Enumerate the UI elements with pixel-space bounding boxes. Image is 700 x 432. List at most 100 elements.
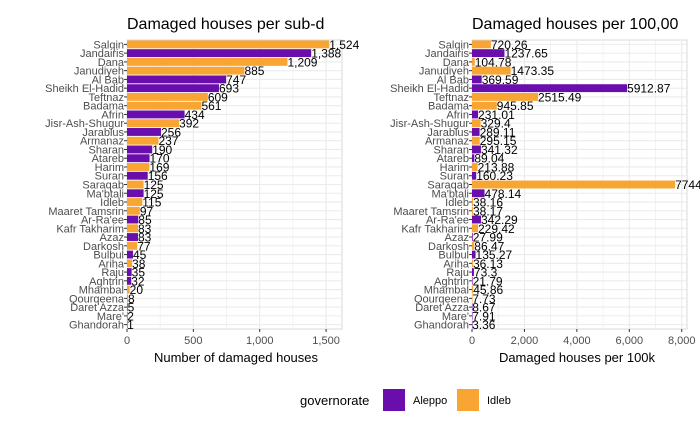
- category-label: Jandairis: [425, 48, 470, 60]
- category-label: Daret Azza: [70, 302, 125, 314]
- data-label: 83: [138, 222, 152, 236]
- chart-title-left: Damaged houses per sub-d: [127, 16, 324, 33]
- x-tick-label: 6,000: [616, 335, 644, 347]
- bar: [127, 49, 312, 58]
- bar: [472, 101, 497, 110]
- bar: [127, 75, 227, 84]
- category-label: Ar-Ra'ee: [81, 215, 124, 227]
- x-tick-label: 0: [124, 335, 130, 347]
- bar: [472, 276, 473, 285]
- data-label: 885: [244, 64, 264, 78]
- data-label: 45.86: [473, 283, 503, 297]
- bar: [472, 294, 473, 303]
- data-label: 169: [149, 160, 169, 174]
- bar: [127, 224, 139, 233]
- data-label: 7.91: [472, 309, 496, 323]
- data-label: 27.99: [473, 231, 503, 245]
- bar: [472, 268, 474, 277]
- category-label: Ar-Ra'ee: [426, 215, 469, 227]
- legend: governorate Aleppo Idleb: [300, 389, 511, 411]
- category-label: Al Bab: [92, 74, 124, 86]
- bar: [472, 241, 475, 250]
- data-label: 342.29: [481, 213, 518, 227]
- data-label: 97: [140, 204, 154, 218]
- data-label: 5912.87: [627, 82, 671, 96]
- x-tick-label: 0: [469, 335, 475, 347]
- bar: [127, 276, 132, 285]
- bar: [127, 311, 128, 320]
- bar: [472, 311, 473, 320]
- data-label: 135.27: [476, 248, 513, 262]
- data-label: 1,524: [329, 38, 359, 52]
- data-label: 7744.73: [675, 178, 700, 192]
- bar: [127, 66, 245, 75]
- category-label: Al Bab: [437, 74, 469, 86]
- category-label: Teftnaz: [89, 92, 124, 104]
- category-label: Teftnaz: [434, 92, 469, 104]
- x-axis-title-right: Damaged houses per 100k: [499, 350, 656, 365]
- bar: [127, 171, 148, 180]
- category-label: Badama: [83, 101, 125, 113]
- data-label: 561: [201, 99, 221, 113]
- bar: [472, 259, 473, 268]
- category-label: Qourqeena: [414, 293, 470, 305]
- category-label: Armanaz: [425, 136, 469, 148]
- category-label: Aghtrin: [89, 276, 124, 288]
- category-label: Salqin: [438, 39, 469, 51]
- bar: [472, 206, 474, 215]
- bar: [472, 66, 511, 75]
- category-label: Mare': [97, 311, 124, 323]
- chart-title-right: Damaged houses per 100,00: [472, 16, 678, 33]
- category-label: Daret Azza: [415, 302, 470, 314]
- bar: [472, 49, 505, 58]
- bar: [472, 303, 473, 312]
- category-label: Aghtrin: [434, 276, 469, 288]
- bar: [127, 136, 159, 145]
- bar: [472, 84, 628, 93]
- category-label: Darkosh: [428, 241, 469, 253]
- category-label: Ma'btali: [431, 188, 469, 200]
- data-label: 104.78: [475, 55, 512, 69]
- data-label: 190: [152, 143, 172, 157]
- bar: [472, 136, 480, 145]
- category-label: Jisr-Ash-Shugur: [390, 118, 469, 130]
- category-label: Afrin: [446, 109, 469, 121]
- x-tick-label: 8,000: [668, 335, 696, 347]
- category-label: Dana: [98, 57, 125, 69]
- category-label: Mare': [442, 311, 469, 323]
- bar: [472, 154, 475, 163]
- data-label: 720.26: [491, 38, 528, 52]
- data-label: 693: [219, 82, 239, 96]
- x-tick-label: 4,000: [563, 335, 591, 347]
- category-label: Jisr-Ash-Shugur: [45, 118, 124, 130]
- category-label: Idleb: [100, 197, 124, 209]
- category-label: Maaret Tamsrin: [48, 206, 124, 218]
- category-label: Qourqeena: [69, 293, 125, 305]
- category-label: Raju: [101, 267, 124, 279]
- x-tick-label: 2,000: [511, 335, 539, 347]
- data-label: 747: [226, 73, 246, 87]
- data-label: 170: [150, 152, 170, 166]
- category-label: Saraqab: [82, 180, 124, 192]
- bar: [127, 294, 129, 303]
- bar: [127, 198, 143, 206]
- data-label: 156: [148, 169, 168, 183]
- category-label: Azaz: [445, 232, 469, 244]
- bar: [127, 40, 330, 49]
- x-tick-label: 1,000: [246, 335, 274, 347]
- data-label: 3.36: [472, 318, 496, 332]
- bar: [127, 215, 139, 224]
- bar: [127, 180, 144, 189]
- category-label: Afrin: [101, 109, 124, 121]
- bar: [472, 163, 478, 171]
- bar: [127, 110, 185, 119]
- data-label: 329.4: [481, 117, 511, 131]
- data-label: 609: [208, 90, 228, 104]
- bar: [472, 180, 676, 189]
- category-label: Kafr Takharim: [56, 223, 124, 235]
- category-label: Darkosh: [83, 241, 124, 253]
- data-label: 89.04: [474, 152, 504, 166]
- category-label: Sheikh El-Hadid: [45, 83, 124, 95]
- category-label: Ariha: [98, 258, 125, 270]
- data-label: 8.67: [472, 301, 496, 315]
